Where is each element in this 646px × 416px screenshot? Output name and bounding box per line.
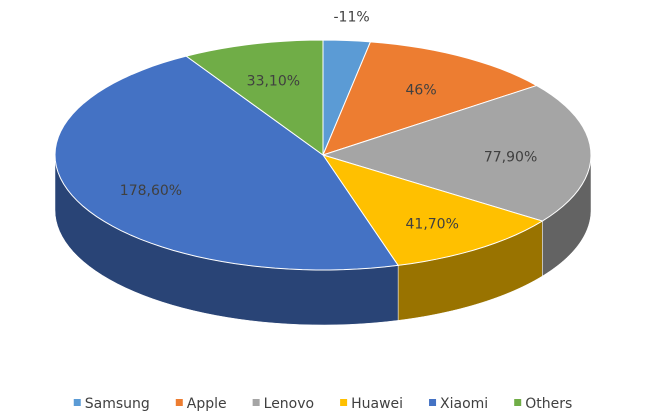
legend-swatch	[175, 399, 183, 406]
legend-label: Huawei	[351, 396, 403, 412]
legend-swatch	[73, 399, 81, 406]
slice	[54, 55, 399, 271]
legend-swatch	[252, 399, 260, 406]
data-label: 41,70%	[406, 216, 459, 232]
legend-label: Samsung	[85, 396, 150, 412]
legend-label: Xiaomi	[440, 396, 488, 412]
slice-tops	[54, 39, 592, 271]
legend-label: Others	[525, 396, 572, 412]
legend-swatch	[340, 399, 348, 406]
legend-swatch	[429, 399, 437, 406]
slice	[322, 41, 538, 156]
legend-label: Lenovo	[264, 396, 314, 412]
data-label: -11%	[333, 10, 369, 26]
slice	[185, 39, 324, 156]
legend: Samsung Apple Lenovo Huawei Xiaomi Others	[73, 396, 572, 412]
legend-label: Apple	[187, 396, 227, 412]
data-label: 77,90%	[484, 150, 537, 166]
data-label: 178,60%	[120, 183, 182, 199]
data-label: 33,10%	[247, 73, 300, 89]
legend-swatch	[514, 399, 522, 406]
slice	[321, 154, 544, 266]
data-label: 46%	[406, 82, 437, 98]
slice	[321, 84, 592, 222]
